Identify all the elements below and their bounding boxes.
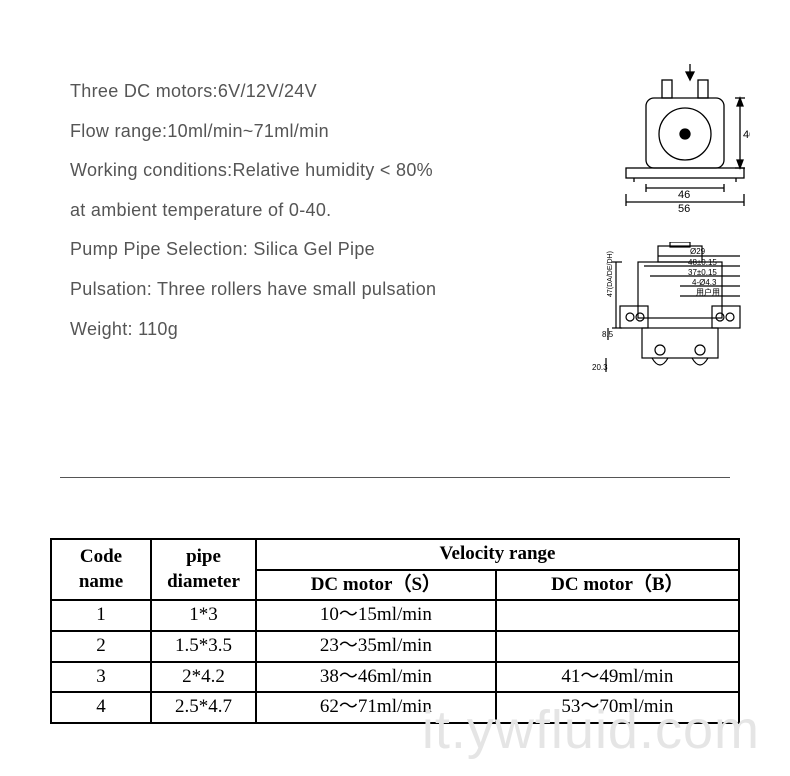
velocity-table: Code name pipe diameter Velocity range D…: [50, 538, 740, 724]
cell-code: 3: [51, 662, 151, 693]
spec-text: Three DC motors:6V/12V/24V Flow range:10…: [70, 72, 560, 397]
spec-line: Working conditions:Relative humidity < 8…: [70, 151, 560, 191]
spec-line: Weight: 110g: [70, 310, 560, 350]
th-motor-s: DC motor（S）: [256, 570, 496, 601]
dim-d5: 用户用: [696, 287, 720, 297]
cell-pipe: 1.5*3.5: [151, 631, 256, 662]
cell-s: 62～71ml/min: [256, 692, 496, 723]
dim-46: 46: [678, 189, 690, 201]
cell-code: 2: [51, 631, 151, 662]
cell-b: [496, 600, 739, 631]
th-velocity: Velocity range: [256, 539, 739, 570]
dim-d3: 37±0.15: [688, 268, 717, 277]
diagram-top: 40 46 56: [580, 62, 750, 212]
cell-b: 53～70ml/min: [496, 692, 739, 723]
cell-b: [496, 631, 739, 662]
cell-code: 4: [51, 692, 151, 723]
cell-pipe: 2*4.2: [151, 662, 256, 693]
dim-56: 56: [678, 203, 690, 212]
table-row: 2 1.5*3.5 23～35ml/min: [51, 631, 739, 662]
cell-s: 10～15ml/min: [256, 600, 496, 631]
spec-line: Pump Pipe Selection: Silica Gel Pipe: [70, 230, 560, 270]
spec-line: Three DC motors:6V/12V/24V: [70, 72, 560, 112]
dim-d4: 4-Ø4.3: [692, 278, 717, 287]
table-row: 3 2*4.2 38～46ml/min 41～49ml/min: [51, 662, 739, 693]
cell-code: 1: [51, 600, 151, 631]
th-motor-b: DC motor（B）: [496, 570, 739, 601]
dim-left2: 8.5: [602, 330, 614, 339]
th-pipe: pipe diameter: [151, 539, 256, 600]
cell-s: 38～46ml/min: [256, 662, 496, 693]
dim-left3: 20.3: [592, 363, 608, 372]
spec-line: at ambient temperature of 0-40.: [70, 191, 560, 231]
dim-d1: Ø29: [690, 247, 706, 256]
spec-line: Flow range:10ml/min~71ml/min: [70, 112, 560, 152]
dim-40: 40: [743, 129, 750, 141]
cell-s: 23～35ml/min: [256, 631, 496, 662]
dim-d2: 48±0.15: [688, 258, 717, 267]
table-row: 4 2.5*4.7 62～71ml/min 53～70ml/min: [51, 692, 739, 723]
diagram-bottom: Ø29 48±0.15 37±0.15 4-Ø4.3 用户用 47(DA/DE/…: [580, 242, 750, 397]
th-code: Code name: [51, 539, 151, 600]
dim-left1: 47(DA/DE/DH): [607, 251, 614, 297]
cell-pipe: 2.5*4.7: [151, 692, 256, 723]
spec-line: Pulsation: Three rollers have small puls…: [70, 270, 560, 310]
cell-pipe: 1*3: [151, 600, 256, 631]
table-row: 1 1*3 10～15ml/min: [51, 600, 739, 631]
cell-b: 41～49ml/min: [496, 662, 739, 693]
